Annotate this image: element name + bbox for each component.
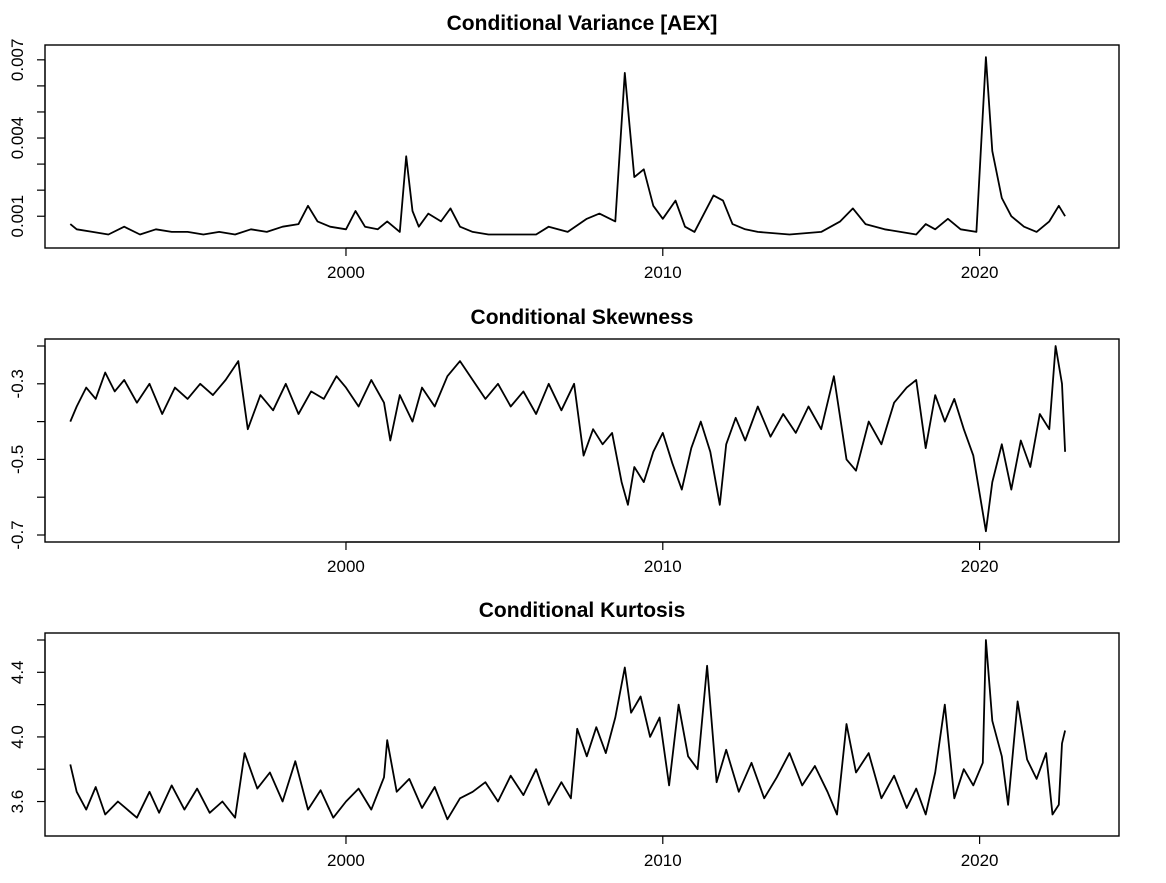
x-tick-label: 2010	[644, 263, 682, 282]
x-axis: 2000 2010 2020	[327, 247, 999, 282]
y-tick-label: -0.5	[8, 445, 27, 474]
plot-area	[69, 345, 1066, 533]
y-tick-label: 0.001	[8, 195, 27, 238]
y-tick-label: 4.0	[8, 725, 27, 749]
x-tick-label: 2000	[327, 851, 365, 870]
chart-title: Conditional Skewness	[471, 306, 694, 329]
x-tick-label: 2020	[961, 851, 999, 870]
x-tick-label: 2010	[644, 851, 682, 870]
x-tick-label: 2020	[961, 263, 999, 282]
series-line	[69, 345, 1066, 533]
y-tick-label: 3.6	[8, 790, 27, 814]
y-tick-label: -0.7	[8, 520, 27, 549]
chart-title: Conditional Variance [AEX]	[447, 12, 718, 35]
y-axis: 0.001 0.004 0.007	[8, 39, 46, 238]
y-axis: 3.6 4.0 4.4	[8, 639, 46, 814]
y-tick-label: 0.004	[8, 117, 27, 160]
series-line	[69, 56, 1066, 236]
x-tick-label: 2000	[327, 557, 365, 576]
chart-title: Conditional Kurtosis	[479, 599, 686, 622]
panel-kurtosis: Conditional Kurtosis 2000 2010 2020 3.6 4.0…	[8, 599, 1120, 870]
plot-area	[69, 56, 1066, 236]
y-tick-label: 4.4	[8, 660, 27, 684]
x-axis: 2000 2010 2020	[327, 835, 999, 870]
panel-skewness: Conditional Skewness 2000 2010 2020 -0.7-0…	[8, 306, 1120, 576]
plot-area	[69, 639, 1066, 821]
x-axis: 2000 2010 2020	[327, 541, 999, 576]
y-tick-label: -0.3	[8, 369, 27, 398]
y-axis: -0.7 -0.5 -0.3	[8, 345, 46, 550]
x-tick-label: 2020	[961, 557, 999, 576]
x-tick-label: 2000	[327, 263, 365, 282]
series-line	[69, 639, 1066, 821]
panel-variance: Conditional Variance [AEX] 2000 2010 2020 …	[8, 12, 1120, 282]
plot-frame	[44, 44, 1120, 249]
y-tick-label: 0.007	[8, 39, 27, 82]
x-tick-label: 2010	[644, 557, 682, 576]
